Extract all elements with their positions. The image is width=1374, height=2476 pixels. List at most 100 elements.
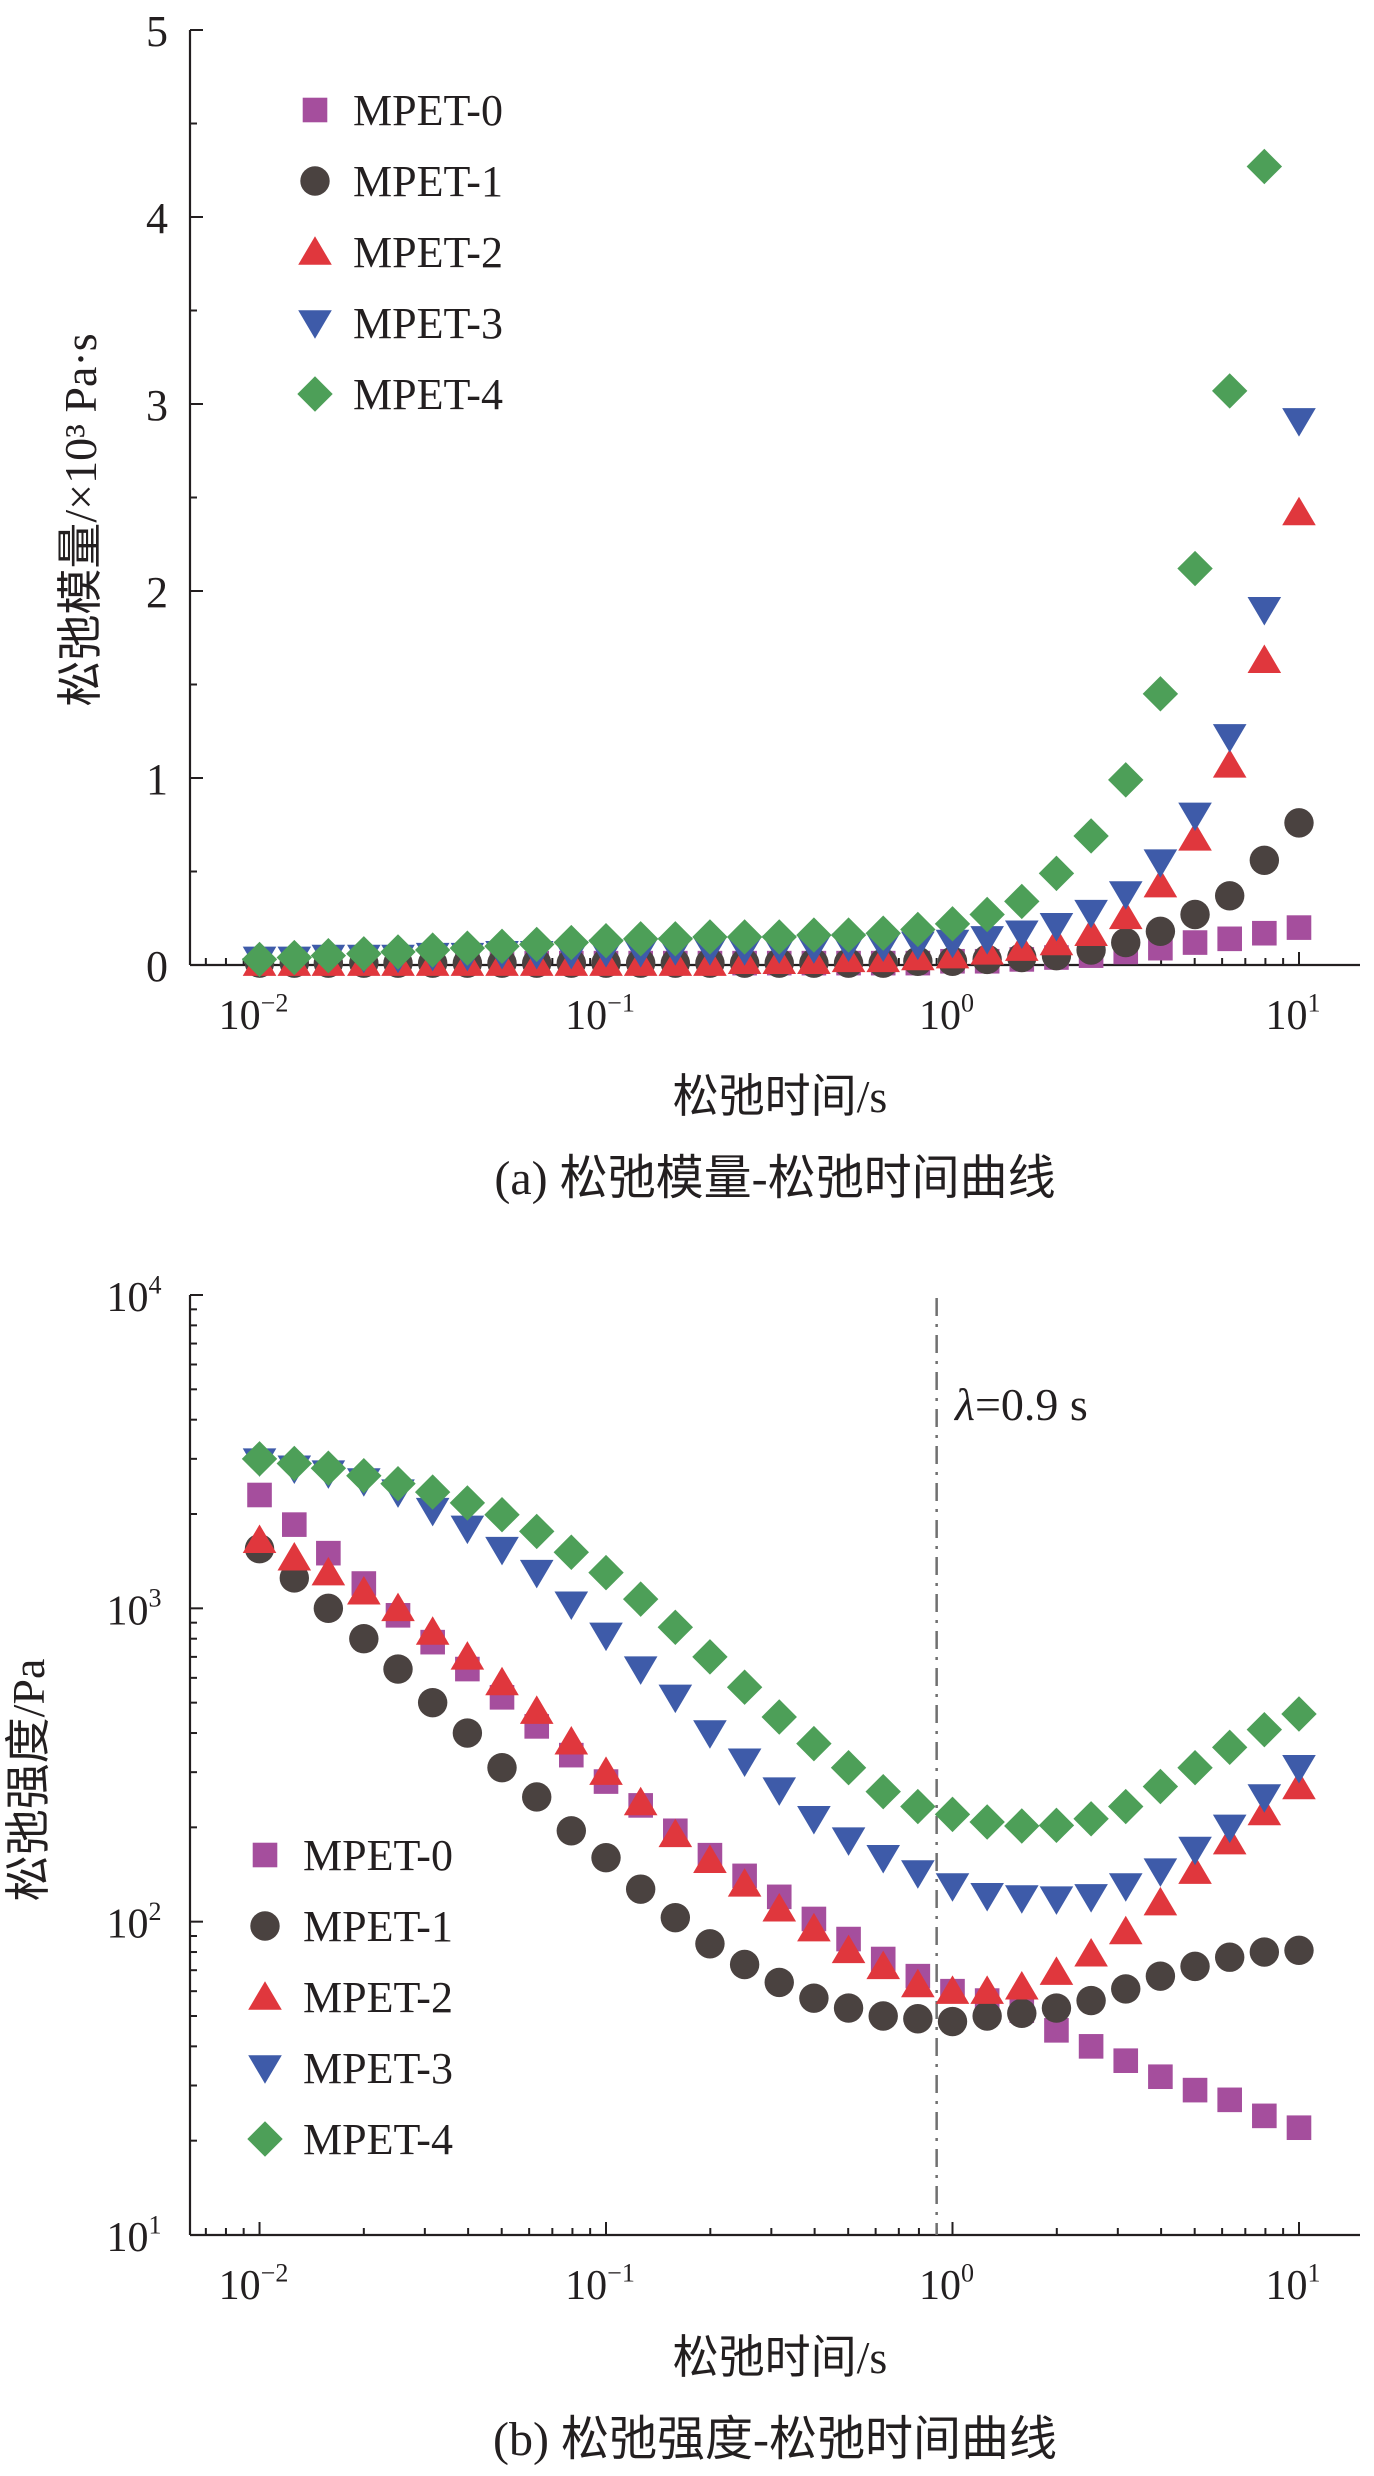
data-point-mpet-1 (556, 1816, 587, 1846)
legend-marker-mpet-1 (250, 1911, 280, 1941)
data-point-mpet-4 (726, 1669, 763, 1705)
data-point-mpet-0 (1182, 930, 1208, 955)
data-point-mpet-1 (1111, 927, 1141, 958)
y-tick-label: 104 (106, 1270, 161, 1321)
data-point-mpet-4 (657, 1609, 694, 1645)
data-point-mpet-2 (1178, 1855, 1212, 1884)
data-point-mpet-1 (1076, 1985, 1106, 2016)
data-point-mpet-2 (797, 1912, 831, 1942)
data-point-mpet-4 (449, 1485, 486, 1521)
data-point-mpet-1 (937, 2006, 968, 2037)
data-point-mpet-1 (625, 1874, 656, 1904)
y-tick-label: 4 (146, 194, 168, 243)
legend-marker-mpet-2 (248, 1981, 282, 2010)
data-point-mpet-0 (1217, 2087, 1242, 2113)
data-point-mpet-2 (311, 1556, 346, 1586)
data-point-mpet-3 (1143, 849, 1178, 878)
panel-b-axes (188, 1295, 1360, 2237)
data-point-mpet-0 (1217, 926, 1242, 952)
data-point-mpet-4 (657, 921, 694, 957)
data-point-mpet-2 (519, 1695, 554, 1724)
y-tick-label: 101 (106, 2210, 161, 2261)
data-point-mpet-3 (623, 1656, 658, 1685)
data-point-mpet-4 (969, 1804, 1005, 1840)
legend-label-mpet-3: MPET-3 (303, 2044, 453, 2093)
data-point-mpet-4 (1108, 1788, 1144, 1825)
data-point-mpet-4 (900, 1788, 936, 1825)
x-tick-label: 10−2 (219, 2258, 289, 2309)
data-point-mpet-0 (282, 1512, 307, 1537)
data-point-mpet-4 (1246, 148, 1283, 185)
data-point-mpet-1 (1145, 916, 1176, 947)
data-point-mpet-3 (831, 1827, 866, 1856)
data-point-mpet-4 (865, 915, 901, 951)
data-point-mpet-4 (241, 941, 278, 978)
legend-label-mpet-2: MPET-2 (303, 1973, 453, 2022)
data-point-mpet-4 (934, 906, 971, 942)
data-point-mpet-3 (415, 1497, 450, 1527)
x-tick-label: 10−1 (565, 2258, 635, 2309)
panel-b-caption: (b) 松弛强度-松弛时间曲线 (493, 2413, 1057, 2466)
data-point-mpet-1 (729, 1949, 760, 1980)
data-point-mpet-2 (623, 1786, 658, 1816)
data-point-mpet-1 (1249, 845, 1280, 875)
data-point-mpet-4 (414, 1474, 451, 1510)
data-point-mpet-4 (484, 928, 520, 964)
data-point-mpet-2 (762, 1892, 797, 1922)
data-point-mpet-1 (695, 1929, 725, 1959)
data-point-mpet-4 (1281, 1696, 1317, 1732)
data-point-mpet-4 (1142, 676, 1179, 712)
data-point-mpet-3 (935, 1873, 970, 1902)
data-point-mpet-4 (380, 934, 416, 970)
data-point-mpet-0 (1113, 2048, 1139, 2073)
data-point-mpet-3 (970, 1882, 1004, 1912)
data-point-mpet-2 (901, 1968, 935, 1998)
data-point-mpet-1 (1111, 1974, 1141, 2004)
data-point-mpet-3 (693, 1720, 727, 1749)
legend-label-mpet-0: MPET-0 (353, 86, 503, 135)
data-point-mpet-4 (1073, 1801, 1109, 1837)
data-point-mpet-3 (1108, 881, 1143, 910)
data-point-mpet-3 (1143, 1858, 1178, 1887)
data-point-mpet-1 (279, 1563, 310, 1593)
y-tick-label: 3 (146, 381, 168, 430)
y-tick-label: 103 (106, 1584, 161, 1635)
legend-marker-mpet-4 (297, 376, 333, 412)
data-point-mpet-4 (1038, 855, 1075, 892)
data-point-mpet-2 (1143, 868, 1178, 898)
panel-a-y-axis-label: 松弛模量/×10³ Pa·s (55, 333, 106, 706)
data-point-mpet-3 (485, 1536, 519, 1566)
data-point-mpet-4 (414, 932, 451, 968)
data-point-mpet-0 (1286, 915, 1312, 940)
data-point-mpet-1 (868, 2001, 898, 2031)
legend-marker-mpet-1 (300, 166, 330, 196)
data-point-mpet-3 (658, 1684, 693, 1714)
data-point-mpet-3 (935, 929, 970, 959)
x-tick-label: 101 (1265, 2258, 1320, 2309)
data-point-mpet-2 (242, 1524, 277, 1553)
data-point-mpet-2 (831, 1934, 866, 1964)
data-point-mpet-3 (1282, 408, 1316, 437)
data-point-mpet-4 (622, 921, 659, 957)
data-point-mpet-2 (935, 1975, 970, 2004)
data-point-mpet-3 (1212, 1814, 1247, 1844)
panel-a-legend: MPET-0 MPET-1 MPET-2 MPET-3 MPET-4 (297, 86, 503, 419)
data-point-mpet-4 (796, 1725, 832, 1762)
data-point-mpet-4 (761, 1699, 797, 1735)
data-point-mpet-2 (1143, 1886, 1178, 1916)
data-point-mpet-4 (449, 930, 486, 966)
data-point-mpet-3 (554, 1591, 589, 1621)
data-point-mpet-4 (484, 1496, 520, 1533)
data-point-mpet-4 (310, 937, 347, 974)
data-point-mpet-4 (692, 1639, 728, 1675)
y-tick-label: 102 (106, 1897, 161, 1948)
data-point-mpet-3 (762, 1777, 797, 1806)
data-point-mpet-4 (519, 1513, 555, 1550)
data-point-mpet-3 (901, 1860, 935, 1889)
legend-label-mpet-4: MPET-4 (303, 2115, 453, 2164)
panel-b-data-points (241, 1441, 1317, 2141)
y-tick-label: 2 (146, 568, 168, 617)
data-point-mpet-3 (1039, 1886, 1074, 1915)
